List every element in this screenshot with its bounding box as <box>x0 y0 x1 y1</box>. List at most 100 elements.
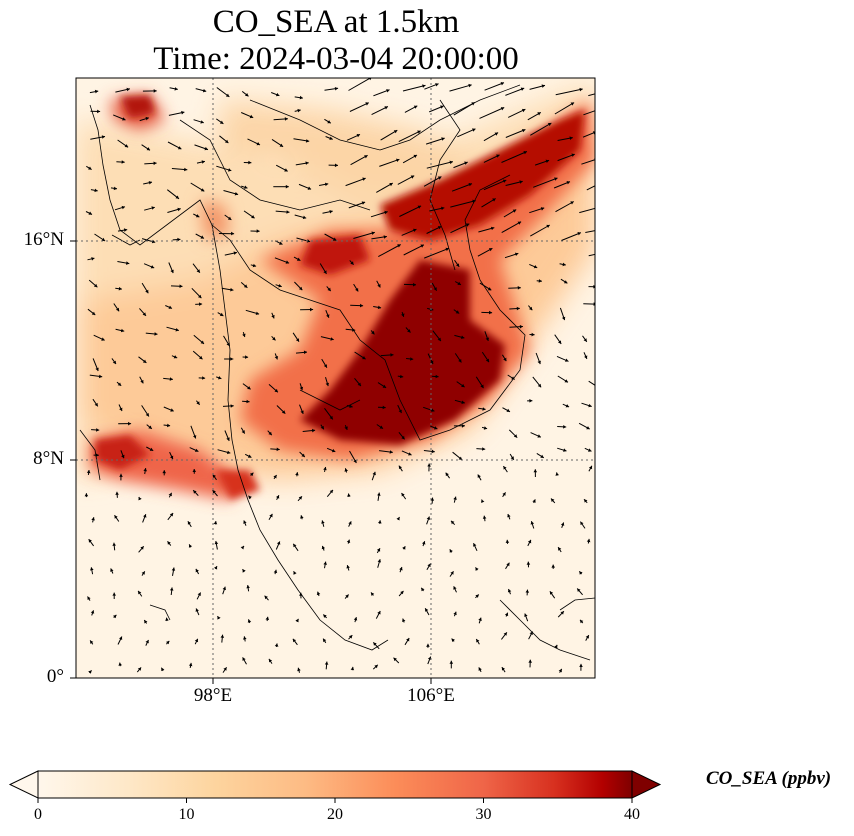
wind-arrow-head <box>293 543 297 548</box>
wind-arrow-head <box>296 257 301 261</box>
wind-arrow-head <box>506 562 510 567</box>
wind-arrow-head <box>244 185 248 189</box>
wind-arrow-head <box>272 337 276 341</box>
wind-arrow-head <box>145 289 149 294</box>
wind-arrow-head <box>400 590 404 595</box>
wind-arrow-head <box>345 594 349 598</box>
lat-label-0: 0° <box>46 666 64 687</box>
wind-arrow-head <box>519 180 523 184</box>
wind-arrow-head <box>453 611 457 616</box>
wind-arrow-head <box>344 468 348 472</box>
wind-arrow <box>501 151 528 163</box>
wind-arrow-head <box>204 146 208 151</box>
wind-arrow-head <box>242 657 246 661</box>
wind-arrow-head <box>301 453 305 458</box>
wind-arrow-head <box>566 181 570 185</box>
wind-arrow-head <box>490 226 495 231</box>
wind-arrow-head <box>577 588 581 592</box>
wind-arrow-head <box>449 660 454 664</box>
wind-arrow-head <box>528 659 532 663</box>
wind-arrow <box>349 102 370 112</box>
wind-arrow-head <box>605 105 608 108</box>
wind-arrow-head <box>523 151 527 155</box>
wind-arrow-head <box>458 359 462 363</box>
wind-arrow-head <box>560 522 565 526</box>
wind-arrow-head <box>161 667 165 672</box>
wind-arrow-head <box>570 102 575 106</box>
wind-arrow-head <box>504 612 509 617</box>
wind-arrow-head <box>213 521 218 525</box>
wind-arrow-head <box>142 359 147 363</box>
wind-arrow-head <box>299 286 303 291</box>
wind-arrow-head <box>96 428 100 432</box>
wind-arrow-head <box>225 139 229 143</box>
wind-arrow-head <box>413 105 418 109</box>
wind-arrow-head <box>196 269 200 273</box>
wind-arrow-head <box>537 112 541 116</box>
wind-arrow-head <box>295 618 299 623</box>
wind-arrow-head <box>248 495 252 500</box>
wind-arrow-head <box>513 434 518 438</box>
wind-arrow-head <box>246 399 250 404</box>
wind-arrow-head <box>251 215 255 219</box>
wind-arrow-head <box>433 287 437 291</box>
wind-arrow-head <box>84 493 89 497</box>
wind-arrow <box>403 244 425 256</box>
wind-arrow-head <box>407 329 411 333</box>
wind-arrow-head <box>503 357 507 362</box>
wind-arrow-head <box>531 332 535 337</box>
wind-arrow-head <box>506 408 510 412</box>
wind-arrow-head <box>472 199 476 204</box>
wind-arrow-head <box>323 614 327 618</box>
wind-arrow-head <box>247 386 251 390</box>
wind-arrow-head <box>87 596 91 600</box>
wind-arrow-head <box>457 281 461 285</box>
wind-arrow <box>453 101 476 116</box>
wind-arrow-head <box>541 84 545 88</box>
wind-arrow-head <box>525 589 530 593</box>
wind-arrow-head <box>564 379 569 383</box>
wind-arrow-head <box>398 409 402 414</box>
wind-arrow-head <box>247 454 252 458</box>
wind-arrow-head <box>228 168 232 172</box>
lon-label-98e: 98°E <box>193 685 233 706</box>
wind-arrow-head <box>200 120 204 124</box>
wind-arrow-head <box>219 312 224 316</box>
wind-arrow-head <box>468 183 472 187</box>
wind-arrow-head <box>268 431 272 436</box>
wind-arrow-head <box>117 382 122 386</box>
wind-arrow-head <box>265 616 270 620</box>
wind-arrow-head <box>401 313 405 317</box>
wind-arrow-head <box>577 232 581 236</box>
wind-arrow-head <box>362 356 366 360</box>
wind-arrow-head <box>323 364 327 368</box>
wind-arrow <box>398 130 421 143</box>
wind-arrow-head <box>362 177 366 181</box>
wind-arrow-head <box>353 617 358 621</box>
wind-arrow-head <box>169 587 174 591</box>
wind-arrow-head <box>344 426 348 430</box>
wind-arrow-head <box>330 337 334 341</box>
wind-arrow-head <box>410 357 414 361</box>
wind-arrow-head <box>276 541 281 545</box>
wind-arrow-head <box>570 201 574 205</box>
wind-arrow-head <box>473 543 477 547</box>
wind-arrow-head <box>324 661 329 665</box>
wind-arrow-head <box>413 228 417 232</box>
wind-arrow-head <box>137 667 142 671</box>
wind-arrow-head <box>396 517 400 521</box>
wind-arrow-head <box>212 490 216 494</box>
wind-arrow-head <box>220 634 225 638</box>
wind-arrow-head <box>187 521 191 525</box>
wind-arrow-head <box>588 403 592 408</box>
wind-arrow-head <box>243 520 247 524</box>
wind-arrow-head <box>305 161 309 165</box>
wind-arrow-head <box>503 632 507 636</box>
wind-arrow-head <box>480 384 484 389</box>
wind-arrow-head <box>588 465 593 470</box>
axis-ticks <box>70 240 432 684</box>
wind-arrow-head <box>349 404 353 408</box>
wind-arrow-head <box>356 134 361 138</box>
colorbar-gradient <box>38 771 632 798</box>
wind-arrow <box>588 380 595 386</box>
